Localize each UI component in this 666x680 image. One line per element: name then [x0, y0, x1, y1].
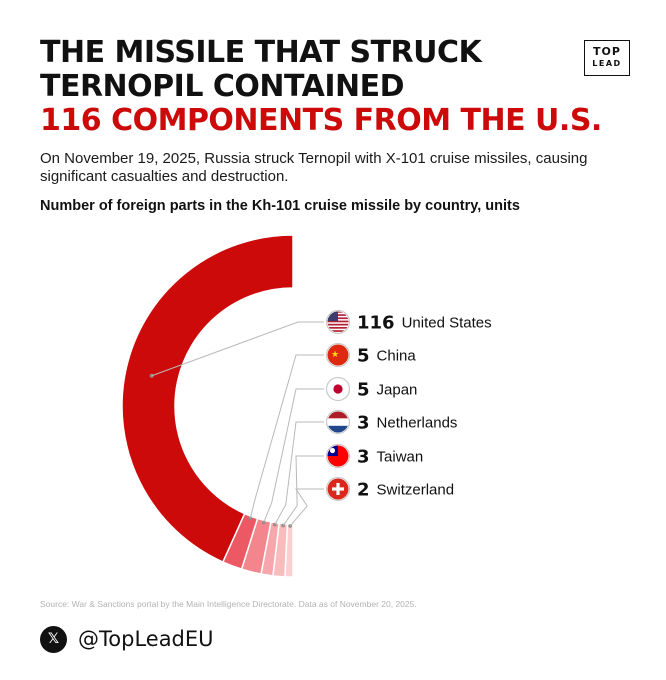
legend-value: 5 — [357, 346, 370, 367]
source-note: Source: War & Sanctions portal by the Ma… — [40, 599, 417, 609]
legend-label: United States — [402, 315, 492, 332]
legend-item: ★ 5 China — [325, 342, 417, 368]
legend-item: 3 Taiwan — [325, 443, 424, 469]
leader-line — [249, 354, 324, 519]
x-logo-icon: 𝕏 — [40, 625, 67, 653]
flag-switzerland-icon — [325, 476, 351, 502]
legend-value: 3 — [357, 413, 370, 434]
handle-text: @TopLeadEU — [78, 627, 214, 651]
headline-line-1: THE MISSILE THAT STRUCK — [40, 35, 482, 70]
legend-value: 2 — [357, 480, 370, 501]
flag-japan-icon — [325, 376, 351, 402]
flag-netherlands-icon — [325, 409, 351, 435]
legend-value: 116 — [357, 313, 395, 334]
headline-line-2: TERNOPIL CONTAINED — [40, 69, 405, 104]
headline: THE MISSILE THAT STRUCK TERNOPIL CONTAIN… — [40, 35, 602, 138]
toplead-logo: TOP LEAD — [584, 40, 630, 76]
legend-label: Japan — [377, 382, 418, 399]
leader-line — [263, 388, 324, 523]
headline-line-3: 116 COMPONENTS FROM THE U.S. — [40, 103, 602, 138]
slice-switzerland — [284, 523, 294, 578]
legend-label: Netherlands — [377, 415, 458, 432]
legend-item: 2 Switzerland — [325, 476, 455, 502]
leader-line — [289, 488, 324, 527]
legend-label: Taiwan — [377, 449, 424, 466]
subtitle: On November 19, 2025, Russia struck Tern… — [40, 150, 588, 185]
flag-taiwan-icon — [325, 443, 351, 469]
svg-text:★: ★ — [331, 350, 339, 360]
leader-line — [151, 321, 324, 377]
leader-line — [274, 421, 324, 525]
chart-title: Number of foreign parts in the Kh-101 cr… — [40, 198, 520, 214]
logo-bottom-text: LEAD — [592, 59, 622, 68]
legend-value: 5 — [357, 380, 370, 401]
legend-item: 116 United States — [325, 309, 492, 335]
leader-line — [282, 455, 324, 526]
logo-top-text: TOP — [593, 45, 621, 58]
flag-us-icon — [325, 309, 351, 335]
legend-label: China — [377, 348, 417, 365]
legend-value: 3 — [357, 447, 370, 468]
legend-label: Switzerland — [377, 482, 455, 499]
social-handle[interactable]: 𝕏 @TopLeadEU — [40, 624, 214, 654]
legend-item: 3 Netherlands — [325, 409, 458, 435]
legend-item: 5 Japan — [325, 376, 418, 402]
flag-china-icon — [325, 342, 351, 368]
slice-united-states — [121, 234, 294, 563]
